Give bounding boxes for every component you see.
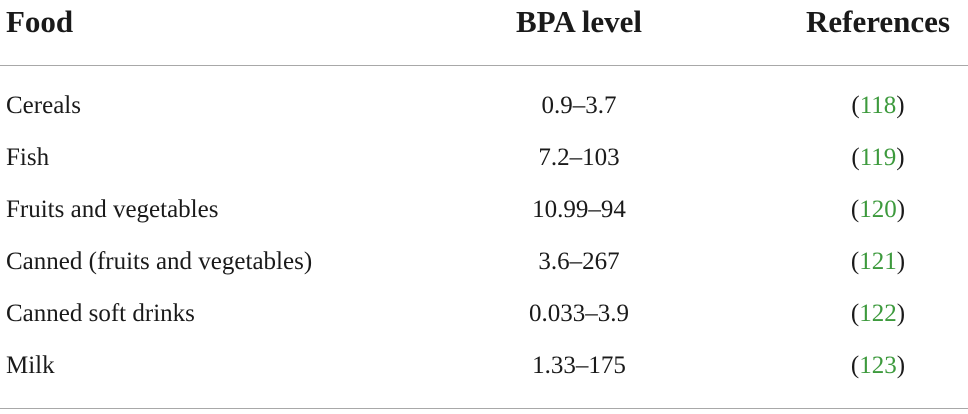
table-row: Canned soft drinks 0.033–3.9 (122) <box>0 288 968 340</box>
reference-link[interactable]: 120 <box>859 196 897 223</box>
header-references: References <box>805 4 951 39</box>
cell-bpa-level: 0.033–3.9 <box>529 300 629 327</box>
cell-reference: (118) <box>851 92 905 119</box>
cell-reference: (119) <box>851 144 905 171</box>
cell-food: Milk <box>6 352 55 379</box>
cell-food: Fruits and vegetables <box>6 196 219 223</box>
cell-reference: (123) <box>850 352 906 379</box>
cell-bpa-level: 1.33–175 <box>532 352 626 379</box>
table-row: Fish 7.2–103 (119) <box>0 132 968 184</box>
header-bpa-level: BPA level <box>516 4 642 39</box>
cell-food: Fish <box>6 144 50 171</box>
reference-link[interactable]: 123 <box>859 352 897 379</box>
cell-bpa-level: 3.6–267 <box>538 248 620 275</box>
cell-bpa-level: 7.2–103 <box>538 144 620 171</box>
table-row: Cereals 0.9–3.7 (118) <box>0 80 968 132</box>
reference-link[interactable]: 122 <box>859 300 897 327</box>
table-row: Milk 1.33–175 (123) <box>0 340 968 392</box>
table-header-row: Food BPA level References <box>0 0 968 44</box>
reference-link[interactable]: 121 <box>859 248 897 275</box>
reference-link[interactable]: 118 <box>859 92 897 119</box>
header-food: Food <box>6 4 74 39</box>
table-body: Cereals 0.9–3.7 (118) Fish 7.2–103 (119)… <box>0 80 968 392</box>
reference-link[interactable]: 119 <box>859 144 897 171</box>
cell-reference: (120) <box>850 196 906 223</box>
cell-bpa-level: 0.9–3.7 <box>541 92 617 119</box>
header-divider <box>0 65 968 66</box>
cell-food: Canned (fruits and vegetables) <box>6 248 313 275</box>
cell-reference: (122) <box>850 300 906 327</box>
table-bottom-rule <box>0 408 968 409</box>
cell-food: Canned soft drinks <box>6 300 195 327</box>
cell-bpa-level: 10.99–94 <box>532 196 626 223</box>
table-row: Fruits and vegetables 10.99–94 (120) <box>0 184 968 236</box>
cell-reference: (121) <box>850 248 906 275</box>
table-row: Canned (fruits and vegetables) 3.6–267 (… <box>0 236 968 288</box>
cell-food: Cereals <box>6 92 81 119</box>
